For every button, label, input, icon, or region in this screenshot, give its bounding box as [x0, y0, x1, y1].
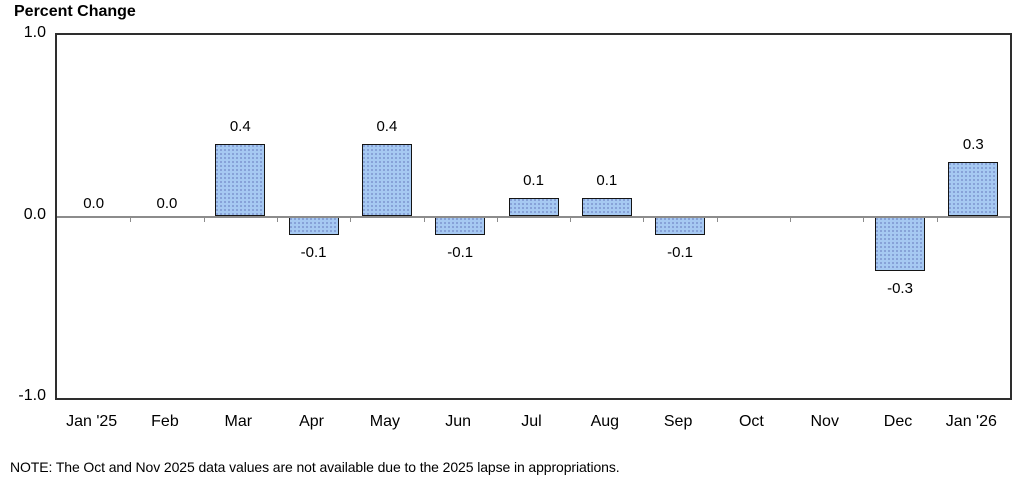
axis-boundary-tick: [423, 216, 425, 222]
bar-value-label: -0.1: [300, 243, 327, 261]
bar-value-label: 0.0: [83, 194, 105, 212]
bar-mar: [215, 143, 266, 217]
axis-boundary-tick: [863, 216, 865, 222]
x-axis-label-apr: Apr: [299, 413, 325, 430]
zero-axis-line: [57, 215, 1010, 218]
axis-boundary-tick: [276, 216, 278, 222]
axis-boundary-tick: [130, 216, 132, 222]
bar-value-label: 0.4: [376, 117, 398, 135]
bar-apr: [288, 216, 339, 235]
bar-value-label: 0.1: [523, 172, 544, 190]
plot-area: 0.0 0.0 0.4 -0.1 0.4 -0.1 0.1 0.1 -0.1 -0.3 0.3: [55, 33, 1012, 400]
x-axis-label-mar: Mar: [224, 413, 253, 430]
bar-may: [361, 143, 412, 217]
y-axis-tick-label: 1.0: [23, 24, 46, 41]
x-axis-label-sep: Sep: [663, 413, 693, 430]
bar-jul: [508, 198, 559, 217]
bar-value-label: -0.1: [447, 243, 474, 261]
bar-value-label: 0.1: [596, 172, 618, 190]
x-axis-label-jan-26: Jan '26: [945, 413, 997, 430]
axis-boundary-tick: [936, 216, 938, 222]
bar-jan-26: [948, 162, 999, 217]
bar-value-label: 0.4: [229, 117, 251, 135]
bar-value-label: 0.3: [962, 136, 984, 154]
axis-boundary-tick: [203, 216, 205, 222]
bar-jun: [435, 216, 486, 235]
axis-boundary-tick: [570, 216, 572, 222]
axis-boundary-tick: [350, 216, 352, 222]
x-axis-label-nov: Nov: [810, 413, 839, 430]
axis-boundary-tick: [790, 216, 792, 222]
x-axis-label-jul: Jul: [521, 413, 542, 430]
axis-boundary-tick: [643, 216, 645, 222]
bar-value-label: 0.0: [156, 194, 178, 212]
axis-boundary-tick: [716, 216, 718, 222]
bar-sep: [655, 216, 706, 235]
x-axis-label-jan-25: Jan '25: [66, 413, 118, 430]
x-axis-label-may: May: [369, 413, 400, 430]
x-axis-label-oct: Oct: [738, 413, 764, 430]
x-axis-label-dec: Dec: [883, 413, 913, 430]
x-axis-label-jun: Jun: [445, 413, 472, 430]
note-text: NOTE: The Oct and Nov 2025 data values a…: [10, 459, 620, 475]
y-axis-tick-label: 0.0: [23, 205, 46, 223]
axis-boundary-tick: [496, 216, 498, 222]
x-axis-label-feb: Feb: [151, 413, 179, 430]
bar-dec: [875, 216, 926, 271]
x-axis-label-aug: Aug: [590, 413, 620, 430]
y-axis-tick-label: -1.0: [18, 387, 46, 404]
bar-value-label: -0.3: [887, 279, 913, 297]
bar-value-label: -0.1: [667, 243, 694, 261]
chart-title: Percent Change: [14, 3, 136, 20]
bar-aug: [581, 198, 632, 217]
